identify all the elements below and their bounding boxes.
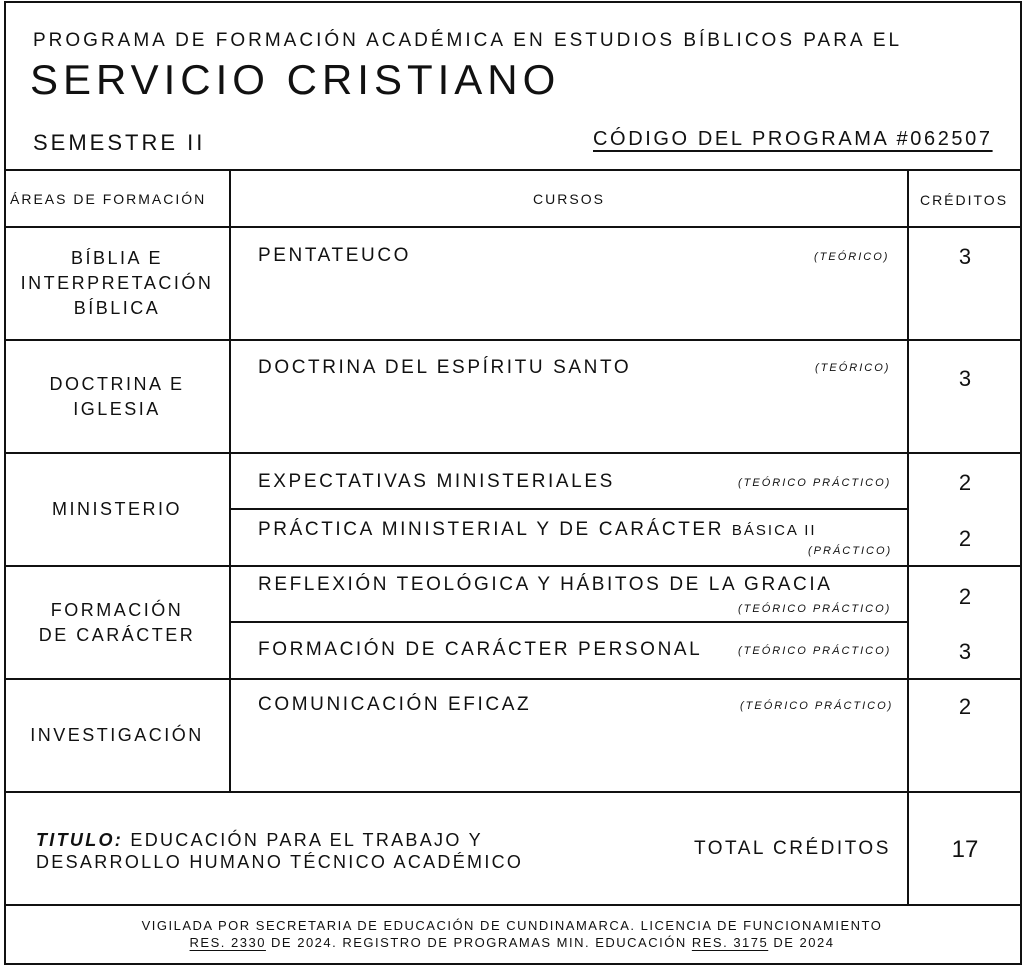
degree-title-line2: DESARROLLO HUMANO TÉCNICO ACADÉMICO: [36, 852, 524, 872]
course-type: (TEÓRICO): [815, 362, 891, 374]
course-name: PRÁCTICA MINISTERIAL Y DE CARÁCTER BÁSIC…: [258, 519, 817, 541]
column-header-credits: CRÉDITOS: [919, 192, 1009, 208]
course-type: (TEÓRICO PRÁCTICO): [738, 477, 892, 489]
semester-label: SEMESTRE II: [33, 130, 206, 155]
course-type: (TEÓRICO PRÁCTICO): [738, 603, 892, 615]
column-header-courses: CURSOS: [533, 191, 605, 207]
program-title: SERVICIO CRISTIANO: [30, 56, 561, 103]
course-name: COMUNICACIÓN EFICAZ: [258, 694, 532, 715]
total-credits-label: TOTAL CRÉDITOS: [694, 838, 891, 859]
registry-resolution: RES. 3175: [691, 935, 769, 950]
degree-title-label: TITULO:: [36, 830, 124, 850]
course-credits: 2: [958, 470, 972, 495]
footer-line1: VIGILADA POR SECRETARIA DE EDUCACIÓN DE …: [141, 918, 883, 933]
course-credits: 2: [958, 694, 972, 719]
course-name-suffix: BÁSICA II: [731, 522, 817, 539]
course-type: (PRÁCTICO): [808, 545, 893, 557]
course-credits: 3: [958, 366, 972, 391]
footer-line2: DE 2024. REGISTRO DE PROGRAMAS MIN. EDUC…: [271, 935, 687, 950]
license-resolution: RES. 2330: [189, 935, 266, 950]
footer-line2-end: DE 2024: [773, 935, 835, 950]
area-biblia: BÍBLIA E INTERPRETACIÓN BÍBLICA: [20, 248, 214, 318]
total-credits-value: 17: [951, 836, 979, 863]
area-formacion-caracter: FORMACIÓN DE CARÁCTER: [38, 599, 196, 645]
footer-legal: VIGILADA POR SECRETARIA DE EDUCACIÓN DE …: [4, 917, 1020, 951]
column-header-areas: ÁREAS DE FORMACIÓN: [10, 191, 207, 207]
course-name: DOCTRINA DEL ESPÍRITU SANTO: [258, 357, 632, 378]
degree-title-line1: EDUCACIÓN PARA EL TRABAJO Y: [130, 830, 483, 850]
course-type: (TEÓRICO): [814, 251, 890, 263]
course-credits: 3: [958, 244, 972, 269]
course-name: REFLEXIÓN TEOLÓGICA Y HÁBITOS DE LA GRAC…: [258, 574, 833, 595]
course-credits: 2: [958, 526, 972, 551]
course-name: EXPECTATIVAS MINISTERIALES: [258, 471, 615, 492]
area-investigacion: INVESTIGACIÓN: [30, 724, 204, 745]
program-subtitle: PROGRAMA DE FORMACIÓN ACADÉMICA EN ESTUD…: [33, 30, 903, 51]
course-credits: 2: [958, 584, 972, 609]
course-type: (TEÓRICO PRÁCTICO): [738, 645, 892, 657]
course-name: FORMACIÓN DE CARÁCTER PERSONAL: [258, 639, 703, 660]
course-name-main: PRÁCTICA MINISTERIAL Y DE CARÁCTER: [258, 519, 725, 540]
area-ministerio: MINISTERIO: [51, 499, 182, 519]
area-doctrina: DOCTRINA E IGLESIA: [49, 373, 185, 419]
course-credits: 3: [958, 639, 972, 664]
program-code: CÓDIGO DEL PROGRAMA #062507: [593, 128, 993, 150]
course-name: PENTATEUCO: [258, 245, 412, 266]
degree-title: TITULO: EDUCACIÓN PARA EL TRABAJO Y DESA…: [36, 829, 523, 873]
course-type: (TEÓRICO PRÁCTICO): [740, 700, 894, 712]
